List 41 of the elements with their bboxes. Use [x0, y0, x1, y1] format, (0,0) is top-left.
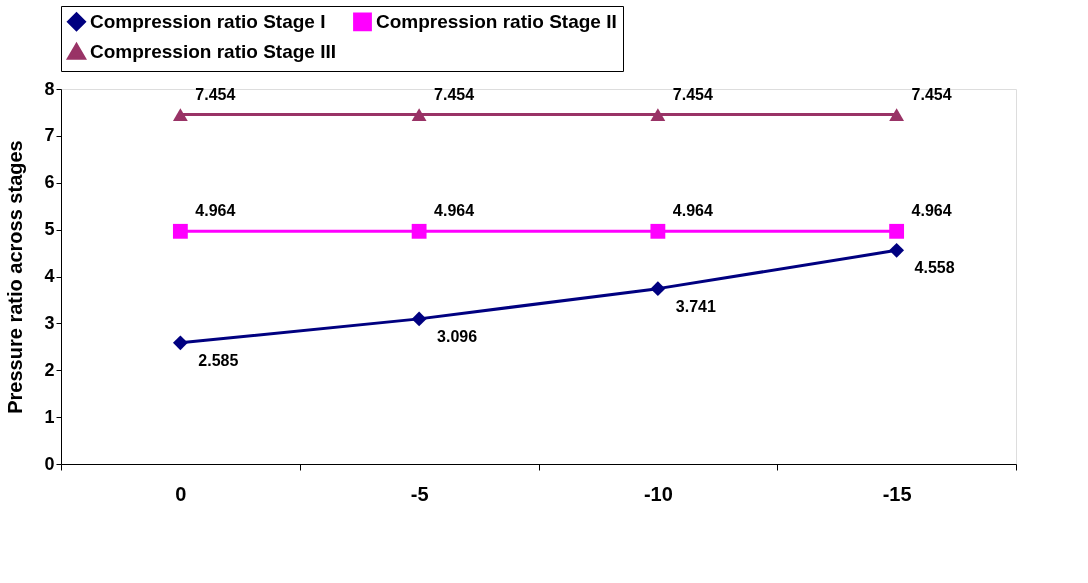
y-tick-label: 5: [44, 219, 55, 240]
y-tick-label: 0: [44, 453, 55, 474]
point: [650, 223, 666, 239]
data-label: 4.964: [911, 202, 952, 220]
data-label: 4.964: [434, 202, 475, 220]
x-tick-label: -15: [882, 482, 912, 505]
data-label: 2.585: [198, 351, 239, 369]
data-label: 3.096: [437, 327, 478, 345]
point: [650, 281, 666, 297]
legend-label: Compression ratio Stage III: [90, 40, 336, 62]
legend-label: Compression ratio Stage II: [376, 10, 617, 32]
x-tick-label: 0: [175, 482, 187, 505]
data-label: 7.454: [434, 85, 475, 103]
data-label: 7.454: [672, 85, 713, 103]
y-tick-label: 6: [44, 172, 55, 193]
point: [650, 108, 666, 122]
point: [889, 223, 905, 239]
y-tick-label: 3: [44, 312, 55, 333]
point: [172, 108, 188, 122]
data-label: 4.558: [914, 259, 955, 277]
point: [889, 242, 905, 258]
y-tick-label: 1: [44, 406, 55, 427]
data-label: 7.454: [195, 85, 236, 103]
point: [411, 108, 427, 122]
point: [172, 223, 188, 239]
x-tick-label: -5: [410, 482, 429, 505]
data-label: 3.741: [675, 297, 716, 315]
legend-label: Compression ratio Stage I: [90, 10, 326, 32]
point: [411, 223, 427, 239]
point: [411, 311, 427, 327]
x-tick-label: -10: [643, 482, 673, 505]
point: [172, 335, 188, 351]
y-tick-label: 7: [44, 125, 55, 146]
y-tick-label: 8: [44, 78, 55, 99]
data-label: 4.964: [195, 202, 236, 220]
y-tick-label: 2: [44, 359, 55, 380]
data-label: 4.964: [672, 202, 713, 220]
point: [889, 108, 905, 122]
y-tick-label: 4: [44, 266, 55, 286]
y-axis-title: Pressure ratio across stages: [4, 140, 27, 414]
data-label: 7.454: [911, 85, 952, 103]
